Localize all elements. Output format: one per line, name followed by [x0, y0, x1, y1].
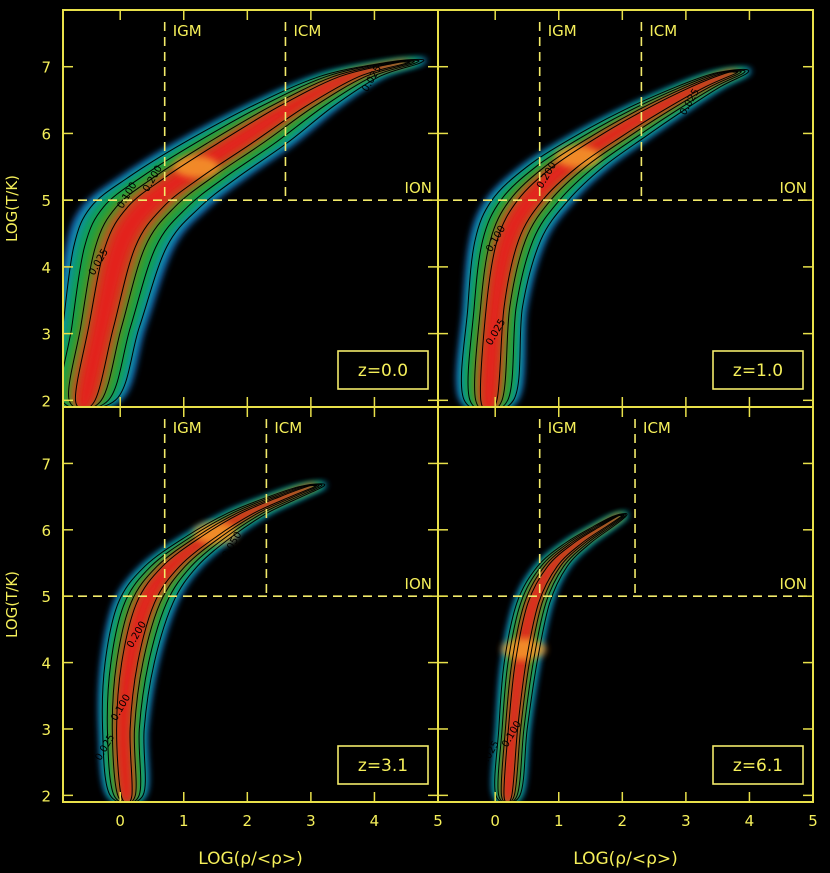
- redshift-box: [712, 350, 804, 390]
- igm-label: IGM: [548, 22, 577, 40]
- x-tick-label: 5: [433, 812, 443, 830]
- contour-line-3: [500, 514, 625, 802]
- contour-line-3: [68, 60, 415, 407]
- panel-frame: [437, 406, 814, 803]
- ion-label: ION: [405, 179, 432, 197]
- y-tick-label: 4: [41, 655, 51, 673]
- x-tick-label: 1: [554, 812, 564, 830]
- x-tick-label: 2: [243, 812, 253, 830]
- density-level-5: [499, 514, 625, 802]
- redshift-box: [337, 745, 429, 785]
- x-tick-label: 3: [306, 812, 316, 830]
- contour-line-1: [101, 483, 326, 802]
- x-tick-label: 5: [808, 812, 818, 830]
- y-tick-label: 6: [41, 522, 51, 540]
- x-tick-label: 2: [618, 812, 628, 830]
- igm-label: IGM: [173, 419, 202, 437]
- density-level-8: [78, 62, 408, 407]
- x-axis-title: LOG(ρ/<ρ>): [198, 849, 302, 869]
- contour-line-1: [494, 512, 628, 802]
- y-tick-label: 3: [41, 326, 51, 344]
- contour-line-4: [116, 484, 318, 802]
- icm-label: ICM: [293, 22, 321, 40]
- density-level-6: [501, 515, 624, 802]
- x-tick-label: 4: [370, 812, 380, 830]
- y-tick-label: 5: [41, 192, 51, 210]
- contour-line-2: [63, 59, 420, 407]
- contour-line-1: [63, 58, 425, 407]
- x-axis-title: LOG(ρ/<ρ>): [573, 849, 677, 869]
- y-tick-label: 7: [41, 59, 51, 77]
- icm-label: ICM: [274, 419, 302, 437]
- y-tick-label: 2: [41, 787, 51, 805]
- icm-label: ICM: [649, 22, 677, 40]
- density-level-4: [497, 514, 626, 802]
- ion-label: ION: [780, 179, 807, 197]
- density-peak: [193, 522, 238, 545]
- y-axis-title: LOG(T/K): [3, 571, 21, 638]
- density-level-8: [483, 72, 737, 407]
- y-tick-label: 5: [41, 588, 51, 606]
- icm-label: ICM: [643, 419, 671, 437]
- redshift-box: [712, 745, 804, 785]
- redshift-label: z=1.0: [733, 361, 783, 381]
- redshift-box: [337, 350, 429, 390]
- x-tick-label: 0: [115, 812, 125, 830]
- contour-line-2: [106, 483, 323, 802]
- contour-line-3: [111, 484, 320, 802]
- x-tick-label: 4: [745, 812, 755, 830]
- y-tick-label: 4: [41, 259, 51, 277]
- x-tick-label: 1: [179, 812, 189, 830]
- contour-line-2: [497, 513, 626, 802]
- y-tick-label: 2: [41, 392, 51, 410]
- redshift-label: z=3.1: [358, 756, 408, 776]
- x-tick-label: 3: [681, 812, 691, 830]
- contour-line-4: [74, 61, 411, 407]
- x-tick-label: 0: [490, 812, 500, 830]
- density-level-8: [118, 485, 316, 802]
- y-tick-label: 7: [41, 455, 51, 473]
- igm-label: IGM: [173, 22, 202, 40]
- contour-line-3: [474, 70, 742, 407]
- redshift-label: z=0.0: [358, 361, 408, 381]
- ion-label: ION: [780, 575, 807, 593]
- igm-label: IGM: [548, 419, 577, 437]
- redshift-label: z=6.1: [733, 756, 783, 776]
- contour-line-4: [503, 514, 623, 802]
- y-tick-label: 6: [41, 125, 51, 143]
- y-axis-title: LOG(T/K): [3, 175, 21, 242]
- density-level-7: [116, 485, 317, 802]
- ion-label: ION: [405, 575, 432, 593]
- y-tick-label: 3: [41, 721, 51, 739]
